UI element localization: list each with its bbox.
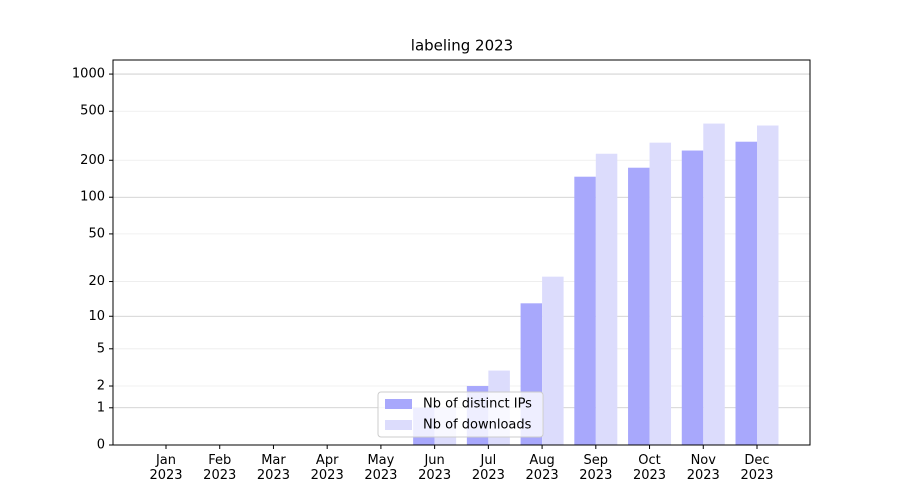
y-tick-label: 5 [97,341,105,356]
y-tick-label: 200 [80,153,105,168]
bar [735,141,757,445]
y-tick-label: 500 [80,104,105,119]
y-tick-label: 100 [80,190,105,205]
legend-box [377,391,544,438]
x-tick-label: Jan 2023 [149,453,183,483]
bar [574,176,596,445]
x-tick-label: Feb 2023 [203,453,237,483]
bar [703,123,725,446]
x-tick-label: May 2023 [364,453,398,483]
x-tick-label: Jul 2023 [471,453,505,483]
bar [542,276,564,445]
legend-label: Nb of distinct IPs [423,397,532,412]
chart-title: labeling 2023 [411,37,513,55]
bar [681,150,704,445]
y-tick-label: 2 [97,379,105,394]
bar [595,153,618,445]
x-tick-label: Mar 2023 [256,453,290,483]
bar [649,142,672,445]
x-tick-label: Jun 2023 [418,453,452,483]
x-tick-label: Aug 2023 [525,453,559,483]
x-tick-label: Dec 2023 [740,453,774,483]
legend-swatch [385,399,412,409]
y-tick-label: 1 [97,400,105,415]
plot-frame [112,59,811,446]
bar [628,167,650,445]
x-tick-label: Sep 2023 [579,453,613,483]
grid [113,73,810,446]
legend-label: Nb of downloads [423,418,532,433]
y-tick-label: 20 [88,274,105,289]
x-tick-label: Oct 2023 [632,453,667,483]
y-tick-label: 10 [88,309,105,324]
y-tick-label: 0 [97,438,105,453]
y-tick-label: 50 [88,226,105,241]
legend: Nb of distinct IPs Nb of downloads [377,391,544,438]
bar [757,125,779,445]
y-tick-label: 1000 [72,67,105,82]
x-tick-label: Apr 2023 [310,453,344,483]
x-tick-label: Nov 2023 [686,453,720,483]
legend-swatch [385,420,412,430]
